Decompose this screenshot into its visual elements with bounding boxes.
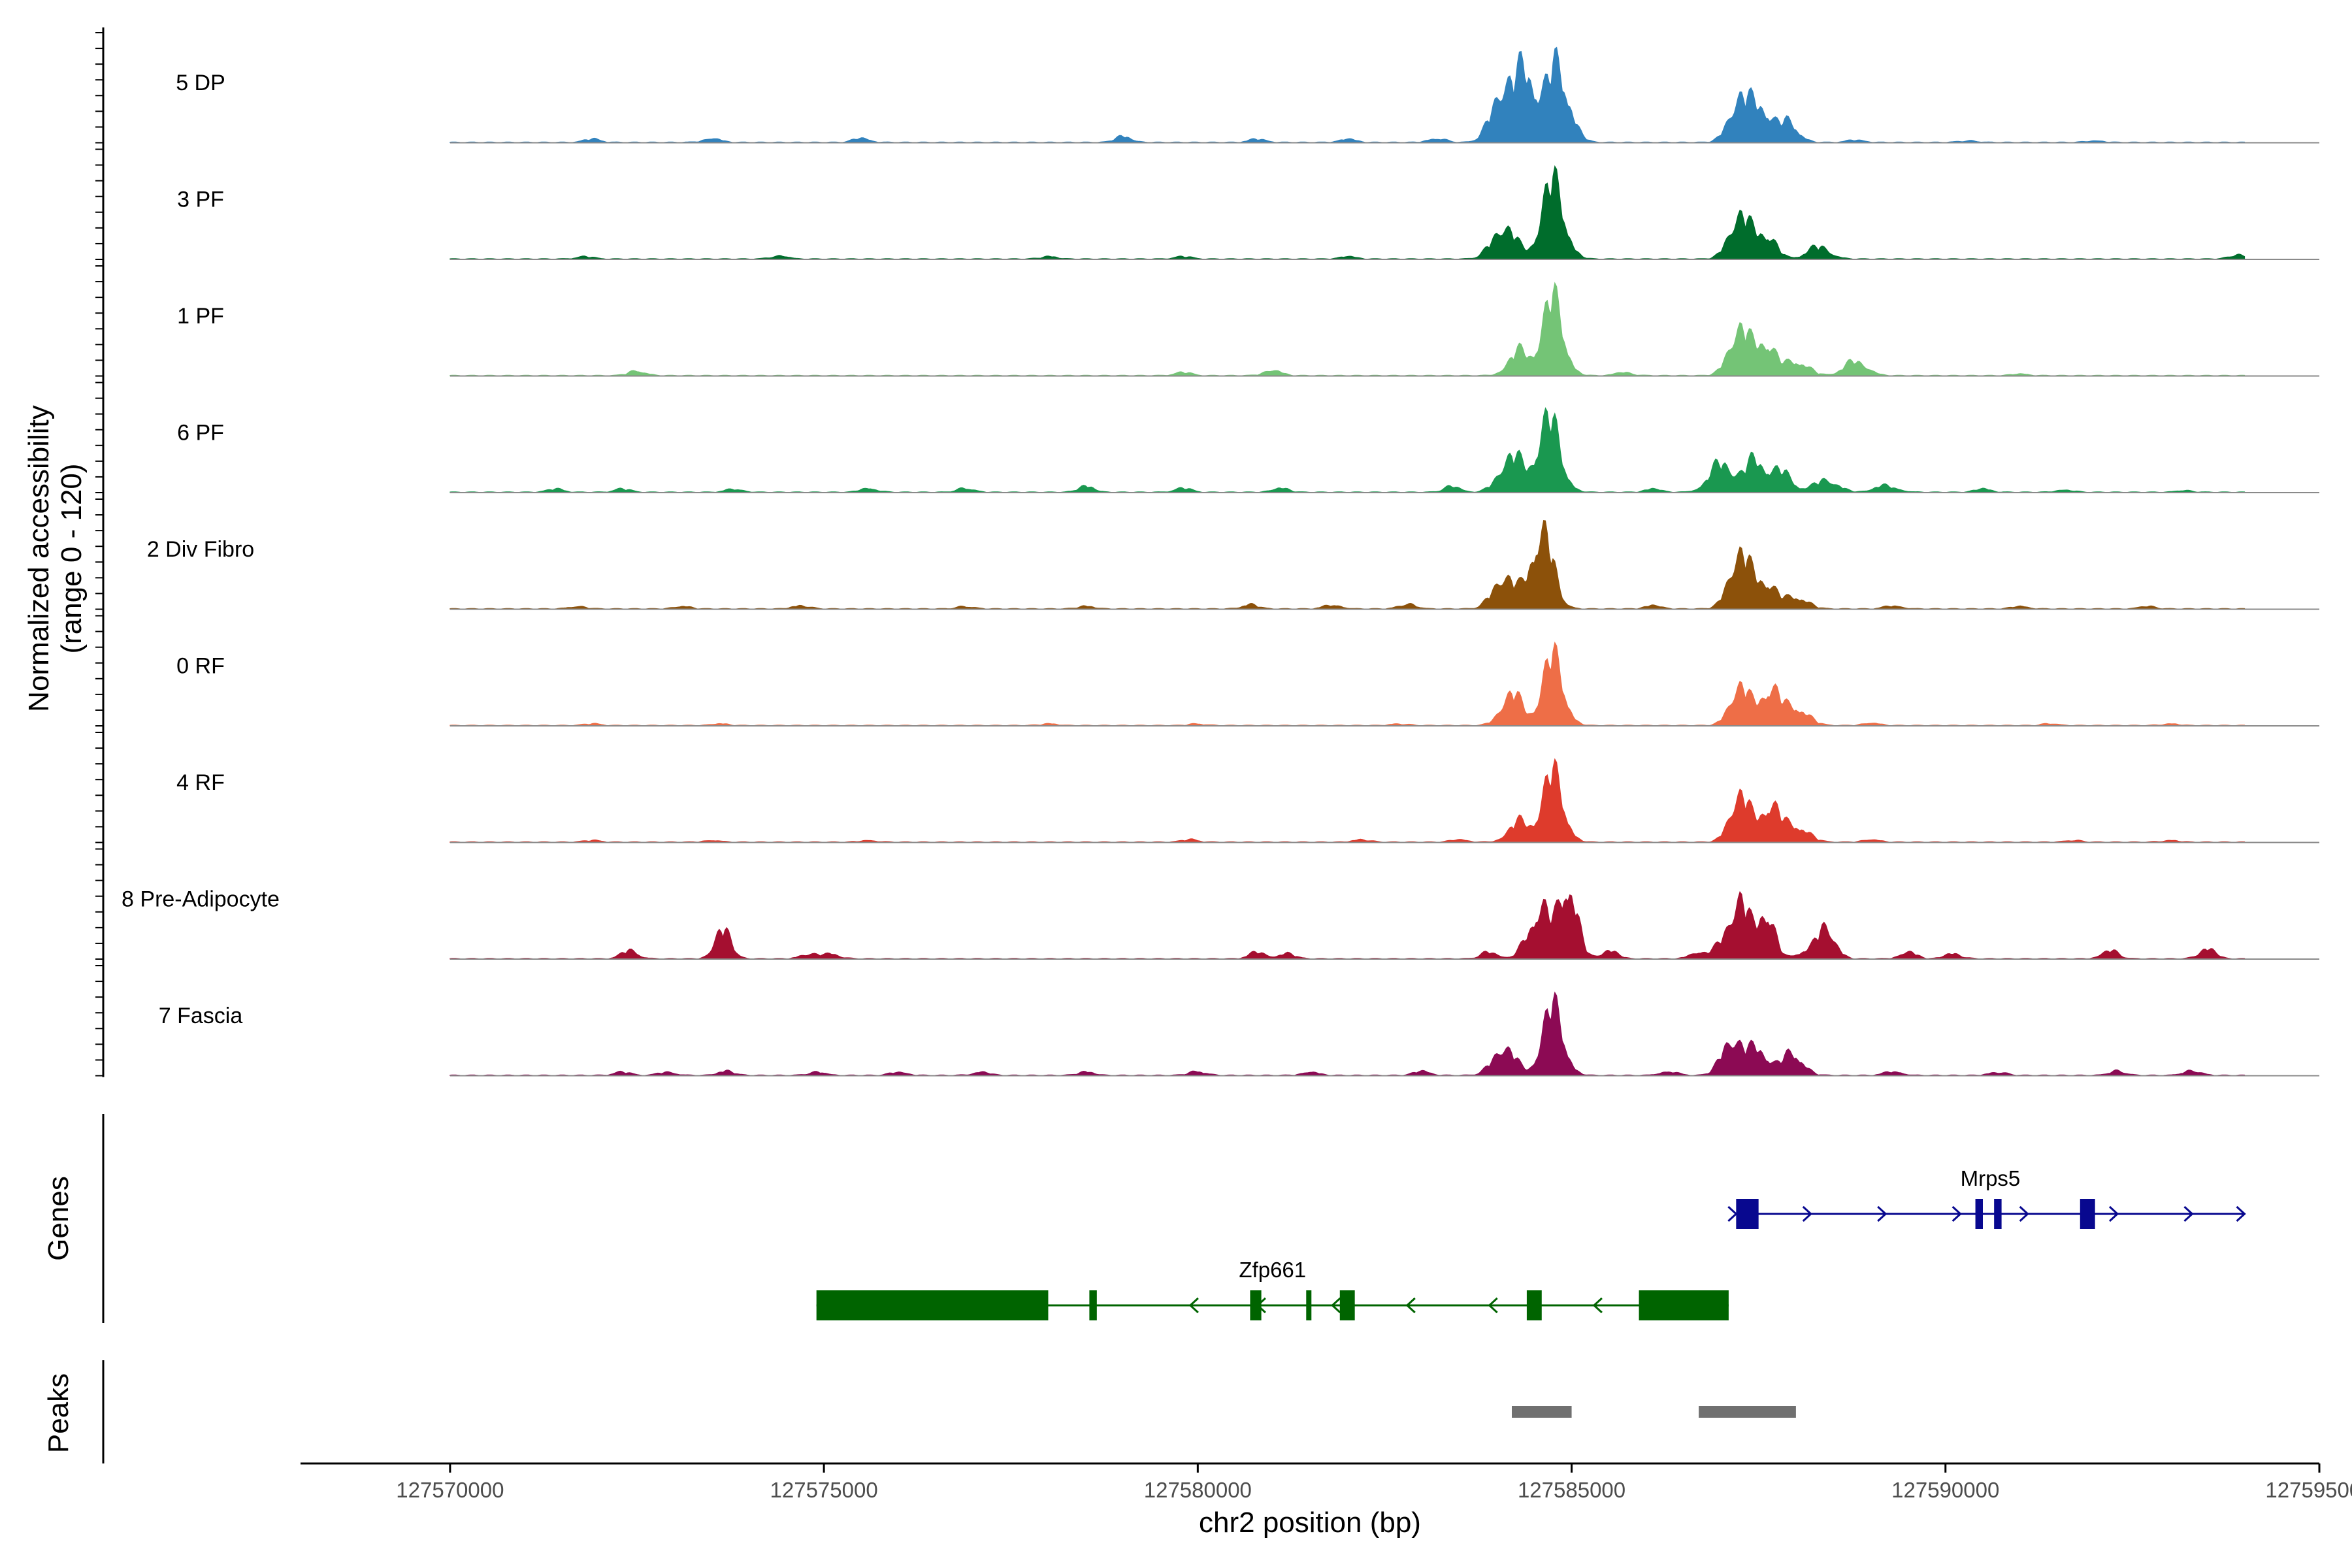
genes-panel-label: Genes [42, 1176, 74, 1261]
strand-arrow [2183, 1205, 2194, 1222]
gene-name: Zfp661 [1239, 1258, 1306, 1282]
track-label: 6 PF [177, 421, 224, 446]
strand-arrow [1877, 1205, 1887, 1222]
coverage-area [449, 991, 2246, 1077]
coverage-track: 7 Fascia [159, 991, 2319, 1077]
strand-arrow [1592, 1297, 1603, 1314]
coverage-tracks: 5 DP 3 PF 1 PF 6 PF 2 Div Fibro 0 RF 4 RF 8 Pre… [122, 46, 2319, 1077]
gene-exon [1306, 1290, 1312, 1320]
y-axis-title: Normalized accessibility (range 0 - 120) [23, 405, 88, 711]
x-tick-label: 127595000 [2265, 1478, 2352, 1502]
gene-exon [1639, 1290, 1729, 1320]
coverage-track: 5 DP [176, 46, 2319, 144]
coverage-area [449, 282, 2246, 377]
coverage-area [449, 165, 2246, 260]
strand-arrow [2019, 1205, 2029, 1222]
x-axis-title: chr2 position (bp) [1199, 1507, 1421, 1539]
peaks-panel: Peaks [42, 1360, 1796, 1463]
coverage-track: 1 PF [177, 282, 2319, 377]
track-label: 4 RF [176, 770, 225, 795]
coverage-track: 0 RF [176, 642, 2319, 727]
strand-arrow [1405, 1297, 1416, 1314]
track-label: 3 PF [177, 188, 224, 212]
x-tick-label: 127590000 [1891, 1478, 1999, 1502]
strand-arrow [1952, 1205, 1962, 1222]
strand-arrow [1488, 1297, 1498, 1314]
gene-model: Zfp661 [816, 1258, 1729, 1320]
coverage-track: 3 PF [177, 165, 2319, 260]
x-axis: 127570000 127575000 127580000 127585000 1275… [301, 1462, 2352, 1502]
x-tick-label: 127575000 [770, 1478, 878, 1502]
track-axis [95, 27, 105, 1077]
gene-model: Mrps5 [1727, 1166, 2246, 1229]
coverage-track: 4 RF [176, 758, 2319, 843]
coverage-area [449, 46, 2246, 144]
peaks-panel-label: Peaks [42, 1373, 74, 1453]
track-label: 1 PF [177, 304, 224, 329]
strand-arrow [1331, 1297, 1341, 1314]
y-axis-title-line-1: Normalized accessibility [23, 405, 55, 711]
gene-exon [816, 1290, 1049, 1320]
coverage-area [449, 642, 2246, 727]
x-tick-label: 127570000 [396, 1478, 504, 1502]
coverage-track: 8 Pre-Adipocyte [122, 887, 2319, 960]
genes-panel: Genes Mrps5 Zfp661 [42, 1114, 2246, 1323]
strand-arrow [1727, 1205, 1738, 1222]
gene-exon [1994, 1199, 2002, 1229]
coverage-area [449, 890, 2246, 960]
gene-exon [1526, 1290, 1542, 1320]
y-axis-title-line-2: (range 0 - 120) [56, 463, 88, 653]
strand-arrow [1188, 1297, 1199, 1314]
strand-arrow [2236, 1205, 2246, 1222]
peak-region [1699, 1406, 1796, 1418]
coverage-area [449, 407, 2246, 493]
x-tick-label: 127585000 [1518, 1478, 1625, 1502]
track-label: 5 DP [176, 71, 225, 95]
strand-arrow [1256, 1297, 1266, 1314]
strand-arrow [2108, 1205, 2119, 1222]
track-label: 0 RF [176, 654, 225, 679]
track-label: 7 Fascia [159, 1004, 243, 1028]
x-tick-label: 127580000 [1144, 1478, 1252, 1502]
peak-region [1512, 1406, 1572, 1418]
gene-exon [2080, 1199, 2095, 1229]
strand-arrow [1802, 1205, 1812, 1222]
track-label: 8 Pre-Adipocyte [122, 887, 280, 912]
gene-exon [1089, 1290, 1097, 1320]
gene-exon [1975, 1199, 1983, 1229]
gene-name: Mrps5 [1961, 1166, 2021, 1190]
coverage-area [449, 520, 2246, 610]
track-label: 2 Div Fibro [147, 537, 254, 562]
coverage-track: 6 PF [177, 407, 2319, 493]
gene-exon [1736, 1199, 1759, 1229]
gene-exon [1250, 1290, 1262, 1320]
gene-exon [1339, 1290, 1355, 1320]
coverage-track: 2 Div Fibro [147, 520, 2319, 610]
coverage-area [449, 758, 2246, 843]
